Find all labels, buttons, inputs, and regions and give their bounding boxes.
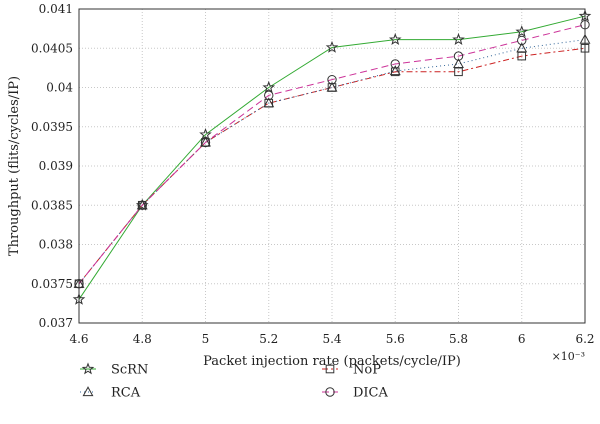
marker-rca xyxy=(516,42,528,53)
y-tick-label: 0.038 xyxy=(39,238,73,252)
legend-marker-nop xyxy=(325,364,335,374)
series-line-nop xyxy=(78,47,586,285)
legend-label-dica: DICA xyxy=(353,386,389,401)
marker-dica xyxy=(453,51,464,61)
y-axis-label: Throughput (flits/cycles/IP) xyxy=(7,76,22,256)
x-tick-label: 5 xyxy=(202,332,210,346)
y-tick-label: 0.04 xyxy=(46,81,73,95)
legend-marker-scrn xyxy=(81,362,95,375)
y-axis-ticks: 0.037 0.0375 0.038 0.0385 0.039 0.0395 0.04 0.0… xyxy=(31,2,73,330)
legend-label-nop: NoP xyxy=(353,363,381,378)
series-line-dica xyxy=(78,24,586,285)
legend-marker-rca xyxy=(82,386,94,397)
marker-rca xyxy=(263,97,275,108)
marker-dica xyxy=(517,35,527,46)
marker-scrn xyxy=(388,33,402,45)
x-axis-ticks: 4.6 4.8 5 5.2 5.4 5.6 5.8 6 6.2 xyxy=(69,332,594,346)
marker-dica xyxy=(200,137,211,148)
y-tick-label: 0.0405 xyxy=(31,41,73,55)
series-line-rca xyxy=(78,39,586,285)
legend: ScRN NoP RCA DICA xyxy=(80,362,389,401)
x-axis-label: Packet injection rate (packets/cycle/IP) xyxy=(203,354,461,369)
x-tick-label: 5.2 xyxy=(259,332,278,346)
x-axis-multiplier: ×10⁻³ xyxy=(552,350,585,363)
y-tick-label: 0.0385 xyxy=(31,198,73,212)
x-tick-label: 5.8 xyxy=(449,332,468,346)
marker-dica xyxy=(264,90,274,101)
legend-label-scrn: ScRN xyxy=(111,363,148,378)
x-tick-label: 4.8 xyxy=(133,332,152,346)
y-tick-label: 0.0395 xyxy=(31,120,73,134)
marker-dica xyxy=(327,74,337,85)
grid-lines xyxy=(78,8,586,324)
y-tick-label: 0.041 xyxy=(39,2,73,16)
marker-rca xyxy=(326,81,338,92)
marker-rca xyxy=(389,65,401,76)
series-lines xyxy=(78,15,586,300)
legend-marker-dica xyxy=(325,387,335,397)
marker-scrn xyxy=(515,25,529,38)
marker-scrn xyxy=(452,33,465,45)
marker-rca xyxy=(453,58,464,69)
x-tick-label: 5.4 xyxy=(322,332,341,346)
y-tick-label: 0.039 xyxy=(39,159,73,173)
marker-scrn xyxy=(262,80,276,93)
legend-label-rca: RCA xyxy=(111,386,141,401)
marker-dica xyxy=(137,200,147,210)
x-tick-label: 4.6 xyxy=(69,332,88,346)
y-tick-label: 0.037 xyxy=(39,316,73,330)
plot-frame xyxy=(78,8,586,324)
x-tick-label: 5.6 xyxy=(386,332,405,346)
marker-dica xyxy=(390,59,400,69)
x-tick-label: 6.2 xyxy=(575,332,594,346)
marker-rca xyxy=(136,199,148,210)
marker-rca xyxy=(200,136,211,147)
series-line-scrn xyxy=(78,15,586,300)
y-tick-label: 0.0375 xyxy=(31,277,73,291)
marker-scrn xyxy=(325,40,339,53)
x-tick-label: 6 xyxy=(518,332,526,346)
